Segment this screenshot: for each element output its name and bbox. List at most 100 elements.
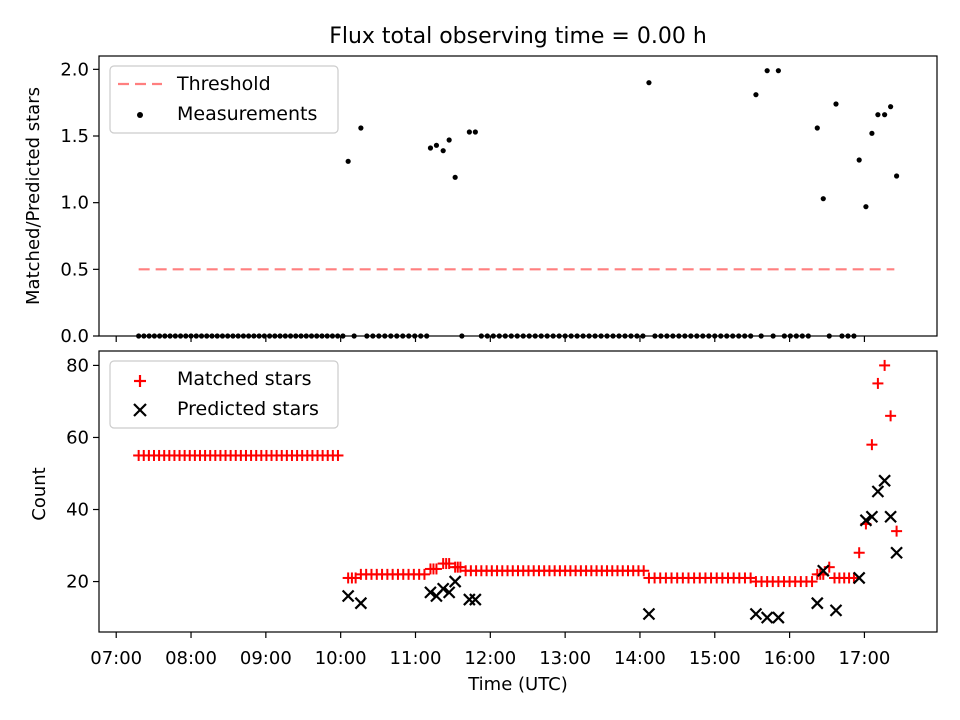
bottom-y-tick-label: 40 bbox=[66, 500, 89, 521]
bottom-x-tick-label: 15:00 bbox=[689, 648, 741, 669]
predicted-star-marker bbox=[749, 607, 763, 621]
measurement-point bbox=[472, 129, 478, 135]
bottom-x-tick-label: 16:00 bbox=[764, 648, 816, 669]
legend-measurements-label: Measurements bbox=[177, 103, 317, 125]
predicted-star-marker bbox=[871, 485, 885, 498]
measurement-point bbox=[433, 142, 440, 148]
bottom-y-tick-label: 60 bbox=[66, 427, 89, 448]
predicted-star-marker bbox=[442, 586, 456, 599]
predicted-star-marker bbox=[890, 546, 903, 560]
matched-star-marker bbox=[866, 439, 878, 451]
bottom-x-tick-label: 08:00 bbox=[165, 648, 217, 669]
measurement-point bbox=[466, 129, 472, 135]
legend-predicted-label: Predicted stars bbox=[177, 398, 319, 420]
matched-star-marker bbox=[872, 377, 884, 389]
top-y-tick-label: 1.5 bbox=[60, 126, 89, 147]
predicted-star-marker bbox=[760, 611, 774, 624]
bottom-legend-box bbox=[109, 360, 339, 429]
matched-star-marker bbox=[332, 449, 344, 461]
measurement-point bbox=[345, 158, 351, 164]
predicted-star-marker bbox=[772, 611, 785, 624]
bottom-x-tick-label: 09:00 bbox=[240, 648, 292, 669]
predicted-star-marker bbox=[448, 575, 462, 588]
measurement-point bbox=[440, 148, 446, 154]
predicted-star-marker bbox=[642, 607, 656, 621]
matched-star-marker bbox=[430, 563, 442, 575]
top-y-axis-label: Matched/Predicted stars bbox=[23, 87, 44, 305]
bottom-x-ticks: 07:00 08:00 09:00 10:00 11:00 12:00 13:00 14:00… bbox=[90, 632, 890, 669]
chart-title: Flux total observing time = 0.00 h bbox=[329, 24, 707, 49]
legend-matched-label: Matched stars bbox=[177, 368, 311, 390]
measurement-point bbox=[875, 112, 881, 118]
bottom-x-tick-label: 12:00 bbox=[464, 648, 516, 669]
top-panel: 0.00.51.01.52.0 Matched/Predicted stars … bbox=[23, 55, 938, 347]
matched-star-marker bbox=[853, 547, 865, 559]
measurement-point bbox=[775, 68, 781, 74]
predicted-star-marker bbox=[424, 586, 437, 599]
measurement-point bbox=[646, 80, 652, 86]
predicted-star-marker bbox=[469, 593, 482, 606]
measurement-point bbox=[427, 145, 434, 151]
predicted-star-marker bbox=[341, 589, 355, 603]
bottom-y-tick-label: 80 bbox=[66, 355, 89, 376]
bottom-x-tick-label: 10:00 bbox=[315, 648, 367, 669]
bottom-x-tick-label: 17:00 bbox=[838, 648, 890, 669]
measurement-point bbox=[753, 92, 759, 98]
matched-star-marker bbox=[885, 410, 897, 422]
matched-star-marker bbox=[848, 572, 860, 584]
legend-matched-swatch bbox=[134, 375, 146, 387]
top-axes-frame bbox=[98, 55, 938, 337]
bottom-panel: 20 40 60 80 07:00 08:00 09:00 10:00 11:00 12:00 1… bbox=[29, 350, 938, 695]
top-y-tick-label: 0.5 bbox=[60, 259, 89, 280]
predicted-star-marker bbox=[884, 510, 897, 523]
measurement-point bbox=[888, 104, 894, 110]
predicted-star-marker bbox=[436, 582, 450, 596]
measurement-point bbox=[358, 125, 364, 131]
bottom-x-tick-label: 07:00 bbox=[90, 648, 142, 669]
bottom-x-tick-label: 11:00 bbox=[390, 648, 442, 669]
matched-star-marker bbox=[443, 558, 455, 570]
measurement-point bbox=[856, 157, 862, 163]
predicted-star-marker bbox=[829, 604, 843, 617]
bottom-y-tick-label: 20 bbox=[66, 572, 89, 593]
measurement-point bbox=[446, 137, 452, 143]
top-y-tick-label: 2.0 bbox=[60, 59, 89, 80]
matched-star-marker bbox=[638, 565, 650, 577]
matched-stars-points bbox=[133, 359, 903, 588]
x-axis-label: Time (UTC) bbox=[467, 674, 568, 695]
predicted-star-marker bbox=[859, 514, 873, 527]
predicted-star-marker bbox=[354, 596, 368, 610]
bottom-y-ticks: 20 40 60 80 bbox=[66, 355, 99, 593]
measurement-point bbox=[764, 68, 770, 74]
top-legend-box bbox=[109, 65, 339, 134]
measurement-point bbox=[882, 112, 888, 118]
predicted-stars-points bbox=[341, 474, 903, 624]
predicted-star-marker bbox=[865, 510, 879, 523]
top-legend: Threshold Measurements bbox=[109, 65, 339, 134]
bottom-x-tick-label: 13:00 bbox=[539, 648, 591, 669]
predicted-star-marker bbox=[811, 596, 824, 610]
matched-star-marker bbox=[879, 359, 891, 371]
measurement-point bbox=[833, 101, 839, 107]
matched-star-marker bbox=[891, 525, 903, 537]
top-y-tick-label: 1.0 bbox=[60, 193, 89, 214]
bottom-y-axis-label: Count bbox=[29, 467, 50, 520]
legend-predicted-swatch bbox=[133, 403, 147, 417]
measurement-point bbox=[893, 173, 900, 179]
matched-star-marker bbox=[806, 576, 818, 588]
measurement-point bbox=[869, 130, 875, 136]
top-y-tick-label: 0.0 bbox=[60, 326, 89, 347]
predicted-star-marker bbox=[878, 474, 891, 487]
matched-star-marker bbox=[418, 568, 430, 580]
top-y-ticks: 0.0 0.5 1.0 1.5 2.0 bbox=[60, 59, 99, 347]
measurement-point bbox=[452, 174, 458, 180]
legend-threshold-label: Threshold bbox=[176, 73, 271, 95]
legend-measurements-swatch bbox=[137, 112, 143, 118]
predicted-star-marker bbox=[816, 564, 830, 578]
measurement-point bbox=[814, 125, 820, 131]
bottom-axes-frame bbox=[98, 350, 938, 633]
predicted-star-marker bbox=[852, 571, 866, 585]
bottom-x-tick-label: 14:00 bbox=[614, 648, 666, 669]
measurement-point bbox=[863, 204, 869, 210]
bottom-legend: Matched stars Predicted stars bbox=[109, 360, 339, 429]
